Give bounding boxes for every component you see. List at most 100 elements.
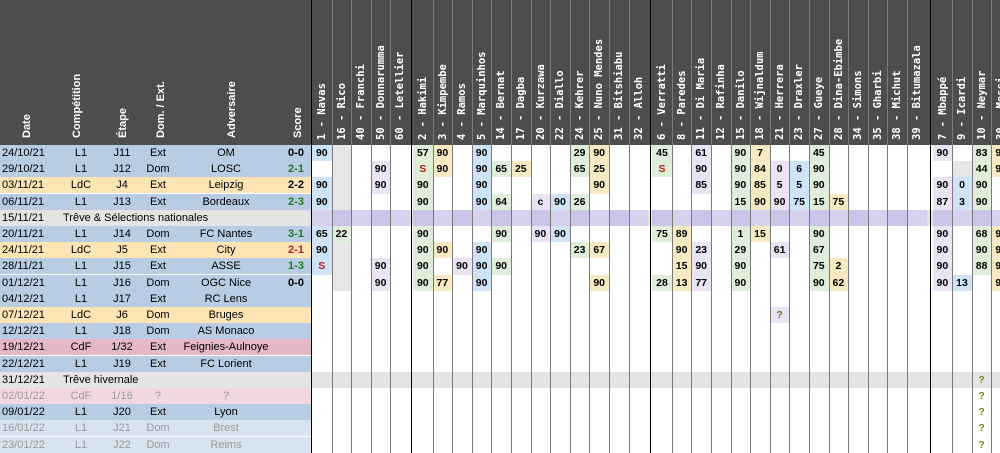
minutes-cell	[531, 307, 551, 323]
player-header: 35 - Gharbi	[871, 70, 884, 140]
break-date: 15/11/21	[2, 211, 45, 224]
minutes-cell	[609, 226, 629, 242]
minutes-cell	[312, 307, 332, 323]
grid-line	[432, 0, 434, 453]
minutes-cell	[907, 258, 927, 274]
minutes-cell	[332, 307, 352, 323]
cell-etape: J5	[116, 244, 128, 257]
break-cell	[351, 209, 371, 226]
minutes-cell: 90	[312, 145, 332, 162]
break-cell	[848, 209, 868, 226]
minutes-cell	[472, 307, 492, 323]
cell-score	[282, 307, 310, 323]
cell-date: 04/12/21	[2, 292, 45, 305]
minutes-cell: 90	[432, 161, 453, 178]
minutes-cell: 23	[691, 242, 711, 259]
cell-date: 20/11/21	[2, 228, 45, 240]
break-cell	[671, 209, 692, 226]
grid-line	[887, 0, 889, 453]
minutes-cell	[652, 194, 672, 210]
minutes-cell: 90	[413, 177, 433, 194]
minutes-cell	[770, 258, 790, 274]
minutes-cell	[371, 307, 391, 323]
break-cell	[828, 209, 849, 226]
minutes-cell	[589, 307, 609, 323]
minutes-cell	[952, 145, 972, 161]
minutes-cell: 90	[432, 242, 453, 259]
row-background	[0, 339, 311, 356]
cell-comp: CdF	[70, 390, 92, 402]
row-background	[0, 274, 311, 291]
minutes-cell	[550, 258, 570, 274]
cell-adv: Leipzig	[208, 179, 244, 192]
break-cell	[789, 209, 809, 226]
minutes-cell	[531, 242, 551, 258]
grid-line	[609, 0, 610, 453]
cell-comp: L1	[74, 228, 88, 240]
minutes-cell	[609, 242, 629, 258]
minutes-cell: 90	[432, 145, 453, 162]
minutes-cell: 90	[991, 226, 1000, 243]
player-header: 39 - Bitumazala	[911, 45, 923, 140]
cell-domext: Ext	[150, 292, 166, 305]
cell-etape: J18	[113, 325, 131, 338]
minutes-cell: 83	[971, 145, 992, 162]
minutes-cell	[550, 242, 570, 258]
minutes-cell	[629, 194, 649, 210]
minutes-cell: 90	[730, 274, 751, 291]
break-cell	[769, 209, 790, 226]
player-header: 60 - Letellier	[394, 51, 407, 140]
row-background	[0, 323, 311, 340]
cell-domext: Ext	[150, 260, 166, 273]
minutes-cell	[829, 177, 849, 193]
minutes-cell: 5	[789, 177, 809, 194]
break-cell	[530, 209, 551, 226]
player-header: 10 - Neymar	[975, 70, 988, 140]
minutes-cell	[887, 194, 907, 210]
grid-line	[491, 0, 493, 453]
minutes-cell	[789, 242, 809, 258]
minutes-cell: 90	[750, 193, 770, 210]
minutes-cell: S	[312, 258, 332, 275]
minutes-cell: 90	[991, 274, 1000, 291]
minutes-cell	[413, 307, 433, 323]
minutes-cell: 22	[331, 226, 352, 243]
grid-line	[750, 0, 752, 453]
break-cell	[628, 209, 649, 226]
minutes-cell: 64	[491, 193, 511, 210]
cell-date: 22/12/21	[2, 357, 45, 370]
minutes-cell	[848, 226, 868, 242]
cell-date: 23/01/22	[2, 438, 45, 451]
minutes-cell: 90	[971, 193, 992, 210]
minutes-cell	[491, 275, 511, 291]
grid-line	[711, 0, 712, 453]
minutes-cell	[452, 194, 472, 210]
minutes-cell: 90	[471, 177, 492, 194]
minutes-cell: 90	[730, 258, 751, 275]
minutes-cell	[789, 226, 809, 242]
break-cell	[390, 209, 410, 226]
cell-score: 2-2	[288, 179, 304, 192]
player-header: 1 - Navas	[316, 83, 328, 140]
minutes-cell	[972, 275, 992, 291]
minutes-cell: 45	[809, 145, 829, 162]
question-mark: ?	[978, 390, 985, 402]
minutes-cell: 90	[589, 274, 609, 291]
player-header: 6 - Verratti	[656, 64, 669, 140]
minutes-cell: 90	[809, 161, 829, 178]
player-header: 12 - Rafinha	[715, 64, 727, 140]
minutes-cell: 0	[769, 161, 790, 178]
minutes-cell	[711, 177, 731, 193]
minutes-cell	[848, 275, 868, 291]
minutes-cell	[390, 177, 410, 193]
minutes-cell	[390, 258, 410, 274]
minutes-cell: 90	[312, 193, 332, 210]
player-header: 32 - Alloh	[632, 76, 645, 140]
row-background	[0, 258, 311, 275]
minutes-cell	[629, 226, 649, 242]
minutes-cell: 90	[932, 145, 953, 162]
minutes-cell	[933, 307, 953, 323]
break-cell	[730, 209, 751, 226]
cell-domext: Ext	[150, 244, 166, 257]
minutes-cell: 85	[691, 177, 711, 194]
